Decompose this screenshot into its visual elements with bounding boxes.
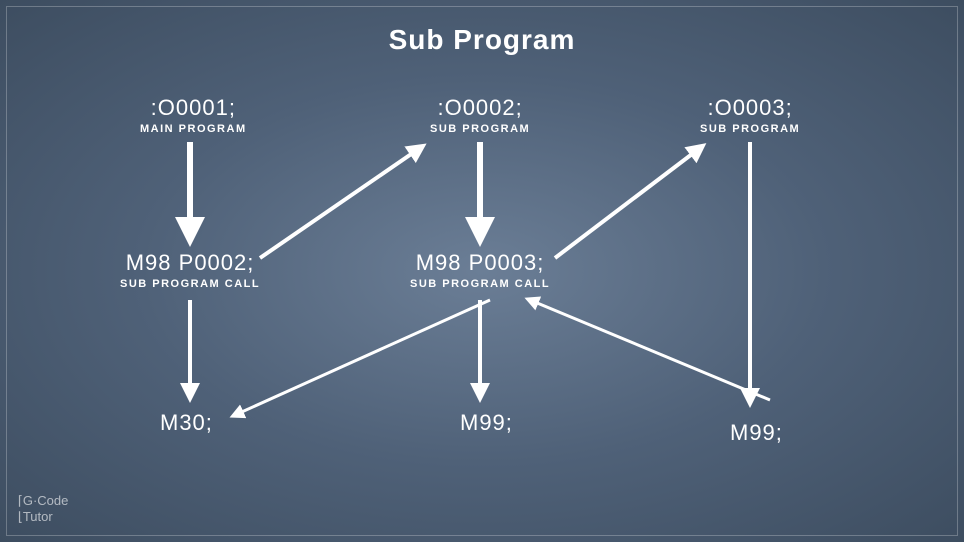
bracket-icon: ⌈ bbox=[16, 494, 23, 509]
node-m30: M30; bbox=[160, 410, 213, 436]
logo: ⌈G·Code ⌊Tutor bbox=[16, 493, 68, 526]
node-o0002: :O0002; SUB PROGRAM bbox=[430, 95, 530, 135]
node-m98-p0002: M98 P0002; SUB PROGRAM CALL bbox=[120, 250, 260, 290]
node-main-text: M30; bbox=[160, 410, 213, 436]
node-main-text: M99; bbox=[730, 420, 783, 446]
node-sub-text: SUB PROGRAM bbox=[430, 123, 530, 135]
node-m99-b: M99; bbox=[730, 420, 783, 446]
logo-line2: Tutor bbox=[23, 509, 53, 524]
node-m99-a: M99; bbox=[460, 410, 513, 436]
node-o0003: :O0003; SUB PROGRAM bbox=[700, 95, 800, 135]
node-main-text: M98 P0002; bbox=[120, 250, 260, 276]
logo-line1: G·Code bbox=[23, 493, 69, 508]
diagram-title: Sub Program bbox=[0, 24, 964, 56]
node-main-text: :O0002; bbox=[430, 95, 530, 121]
node-m98-p0003: M98 P0003; SUB PROGRAM CALL bbox=[410, 250, 550, 290]
node-main-text: :O0003; bbox=[700, 95, 800, 121]
bracket-icon: ⌊ bbox=[16, 510, 23, 525]
node-sub-text: SUB PROGRAM CALL bbox=[410, 278, 550, 290]
node-main-text: M98 P0003; bbox=[410, 250, 550, 276]
node-sub-text: SUB PROGRAM CALL bbox=[120, 278, 260, 290]
node-sub-text: SUB PROGRAM bbox=[700, 123, 800, 135]
node-o0001: :O0001; MAIN PROGRAM bbox=[140, 95, 247, 135]
node-main-text: M99; bbox=[460, 410, 513, 436]
node-sub-text: MAIN PROGRAM bbox=[140, 123, 247, 135]
node-main-text: :O0001; bbox=[140, 95, 247, 121]
